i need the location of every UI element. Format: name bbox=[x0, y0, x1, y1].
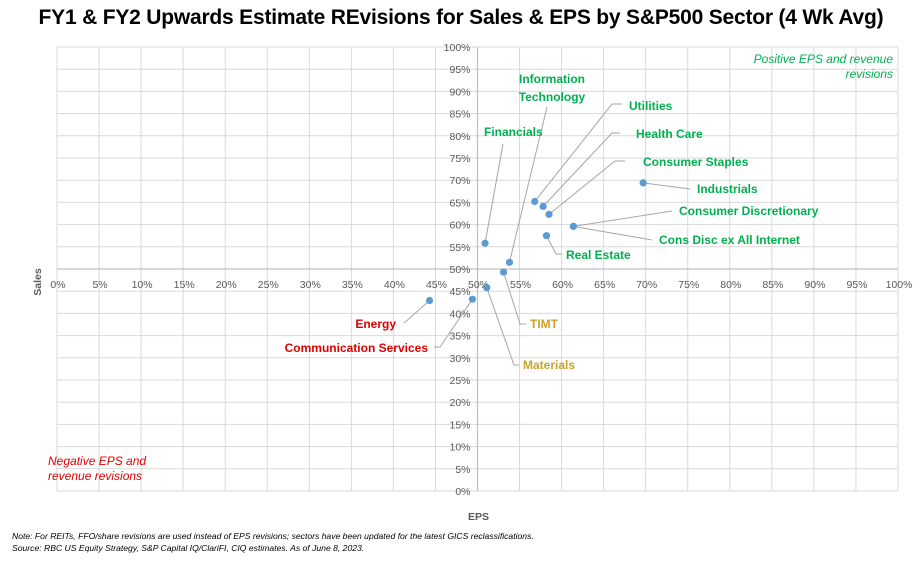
data-point bbox=[639, 179, 647, 187]
data-point bbox=[468, 295, 477, 303]
x-tick-label: 40% bbox=[384, 279, 405, 291]
y-tick-label: 30% bbox=[449, 353, 470, 365]
leader-line bbox=[573, 225, 653, 241]
x-axis-title: EPS bbox=[468, 511, 489, 523]
x-tick-label: 35% bbox=[342, 279, 363, 291]
x-tick-label: 55% bbox=[510, 279, 531, 291]
leader-line bbox=[486, 287, 519, 366]
data-label: Health Care bbox=[636, 127, 703, 141]
data-label: Materials bbox=[523, 358, 575, 372]
y-axis-title: Sales bbox=[32, 268, 44, 296]
y-tick-label: 95% bbox=[449, 64, 470, 76]
data-label: Real Estate bbox=[566, 248, 631, 262]
x-tick-label: 65% bbox=[594, 279, 615, 291]
x-tick-label: 30% bbox=[300, 279, 321, 291]
y-tick-label: 25% bbox=[449, 375, 470, 387]
data-point bbox=[539, 202, 547, 210]
leader-line bbox=[484, 143, 504, 244]
leader-line bbox=[503, 271, 526, 325]
x-tick-label: 90% bbox=[804, 279, 825, 291]
data-label: Industrials bbox=[697, 182, 758, 196]
y-tick-label: 0% bbox=[455, 486, 470, 498]
data-point bbox=[481, 239, 489, 247]
quadrant-annotation-positive: revisions bbox=[846, 67, 893, 81]
footnote-source: Source: RBC US Equity Strategy, S&P Capi… bbox=[12, 543, 365, 553]
x-tick-label: 95% bbox=[846, 279, 867, 291]
y-tick-label: 65% bbox=[449, 197, 470, 209]
y-tick-label: 40% bbox=[449, 308, 470, 320]
y-tick-label: 50% bbox=[449, 264, 470, 276]
quadrant-annotation-positive: Positive EPS and revenue bbox=[754, 52, 894, 66]
chart-title: FY1 & FY2 Upwards Estimate REvisions for… bbox=[38, 6, 884, 29]
data-point bbox=[425, 296, 434, 305]
y-tick-label: 85% bbox=[449, 109, 470, 121]
x-tick-label: 20% bbox=[216, 279, 237, 291]
x-tick-label: 5% bbox=[92, 279, 107, 291]
leader-line bbox=[573, 210, 673, 227]
y-tick-label: 70% bbox=[449, 175, 470, 187]
data-label: Information Technology bbox=[519, 72, 586, 104]
quadrant-annotation-negative: Negative EPS and bbox=[48, 454, 146, 468]
leader-line bbox=[548, 160, 625, 215]
data-label: Consumer Discretionary bbox=[679, 204, 819, 218]
leader-line bbox=[434, 298, 473, 348]
data-point bbox=[531, 197, 539, 206]
data-point bbox=[483, 284, 491, 292]
x-tick-label: 70% bbox=[636, 279, 657, 291]
x-tick-label: 25% bbox=[258, 279, 279, 291]
y-tick-label: 90% bbox=[449, 86, 470, 98]
data-label: Communication Services bbox=[285, 341, 429, 355]
y-tick-label: 55% bbox=[449, 242, 470, 254]
y-tick-label: 10% bbox=[449, 442, 470, 454]
y-tick-label: 20% bbox=[449, 397, 470, 409]
data-label: Cons Disc ex All Internet bbox=[659, 233, 800, 247]
y-tick-label: 15% bbox=[449, 419, 470, 431]
x-tick-label: 80% bbox=[720, 279, 741, 291]
x-tick-label: 60% bbox=[552, 279, 573, 291]
x-tick-label: 100% bbox=[886, 279, 913, 291]
data-point bbox=[499, 268, 508, 276]
x-tick-label: 45% bbox=[426, 279, 447, 291]
x-tick-label: 0% bbox=[50, 279, 65, 291]
y-tick-label: 45% bbox=[449, 286, 470, 298]
data-point bbox=[569, 222, 577, 230]
y-tick-label: 35% bbox=[449, 331, 470, 343]
data-label: Consumer Staples bbox=[643, 155, 749, 169]
data-label: TIMT bbox=[530, 317, 559, 331]
data-point bbox=[542, 232, 551, 240]
leader-line bbox=[534, 103, 622, 202]
x-tick-label: 15% bbox=[174, 279, 195, 291]
data-point bbox=[505, 258, 514, 266]
y-tick-label: 100% bbox=[444, 42, 471, 54]
y-tick-label: 60% bbox=[449, 220, 470, 232]
y-tick-label: 80% bbox=[449, 131, 470, 143]
leader-line bbox=[403, 300, 430, 324]
footnote-note: Note: For REITs, FFO/share revisions are… bbox=[12, 531, 534, 541]
x-tick-label: 75% bbox=[678, 279, 699, 291]
data-label: Utilities bbox=[629, 99, 673, 113]
data-label: Financials bbox=[484, 125, 543, 139]
leader-line bbox=[542, 132, 620, 207]
y-tick-label: 75% bbox=[449, 153, 470, 165]
leader-line bbox=[643, 182, 691, 190]
x-tick-label: 85% bbox=[762, 279, 783, 291]
data-label: Energy bbox=[355, 317, 396, 331]
x-tick-label: 10% bbox=[132, 279, 153, 291]
y-tick-label: 5% bbox=[455, 464, 470, 476]
leader-line bbox=[508, 106, 548, 263]
data-point bbox=[545, 210, 553, 218]
leader-line bbox=[546, 235, 562, 255]
quadrant-annotation-negative: revenue revisions bbox=[48, 469, 142, 483]
